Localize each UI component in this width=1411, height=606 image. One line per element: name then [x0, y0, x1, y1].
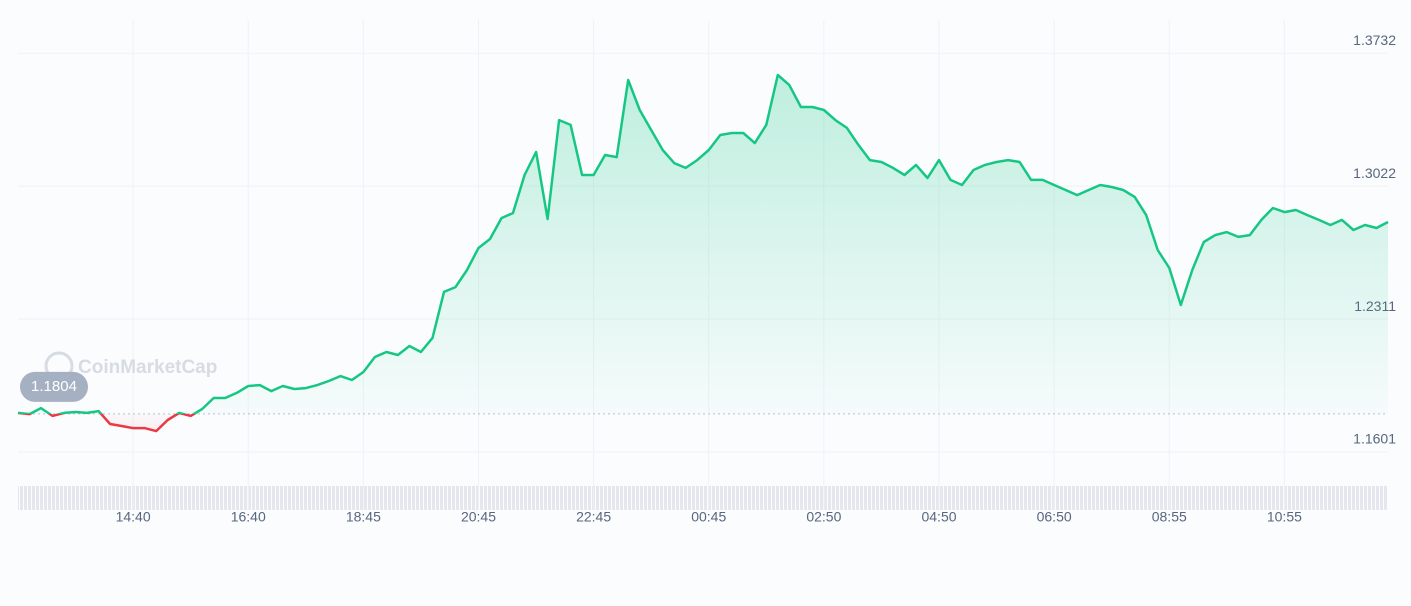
price-line	[17, 73, 1389, 433]
x-tick-label: 10:55	[1267, 509, 1302, 525]
volume-strip	[18, 486, 1388, 510]
x-tick-label: 02:50	[806, 509, 841, 525]
x-tick-label: 08:55	[1152, 509, 1187, 525]
y-tick-label: 1.3732	[1353, 32, 1396, 48]
x-tick-label: 00:45	[691, 509, 726, 525]
x-tick-label: 14:40	[116, 509, 151, 525]
x-tick-label: 16:40	[231, 509, 266, 525]
x-tick-label: 20:45	[461, 509, 496, 525]
baseline-label-bg	[20, 371, 88, 402]
x-tick-label: 04:50	[921, 509, 956, 525]
x-tick-label: 22:45	[576, 509, 611, 525]
watermark-text: CoinMarketCap	[78, 357, 217, 378]
y-tick-label: 1.1601	[1353, 431, 1396, 447]
baseline-label: 1.1804	[31, 378, 77, 395]
x-tick-label: 06:50	[1037, 509, 1072, 525]
x-tick-label: 18:45	[346, 509, 381, 525]
area	[18, 75, 1388, 432]
y-tick-label: 1.3022	[1353, 165, 1396, 181]
